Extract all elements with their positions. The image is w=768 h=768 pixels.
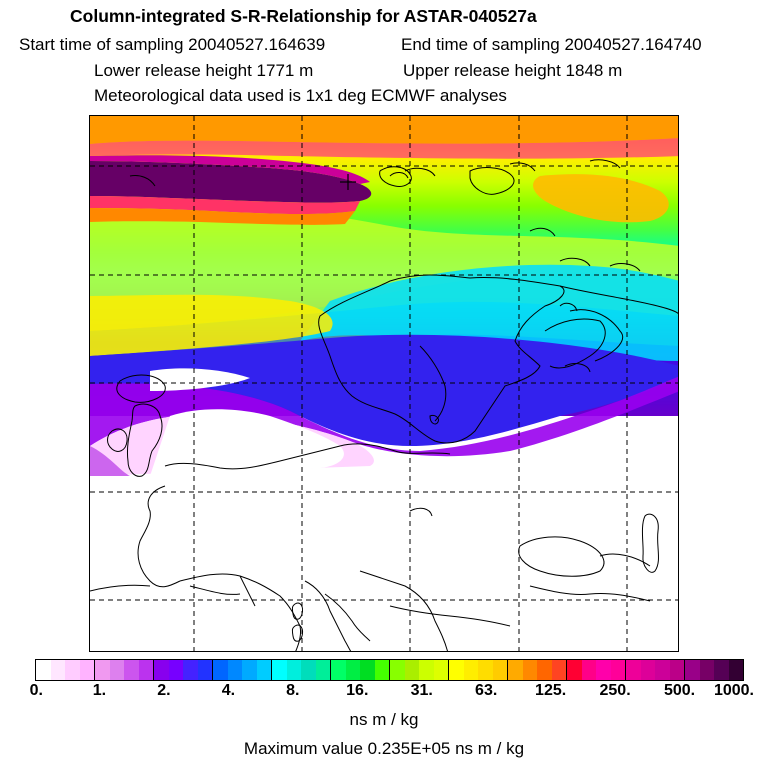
upper-release-height-label: Upper release height 1848 m — [403, 61, 623, 80]
scale-tick-label: 1000. — [713, 682, 755, 699]
color-swatch — [154, 660, 169, 680]
color-swatch — [463, 660, 478, 680]
start-time-label: Start time of sampling 20040527.164639 — [19, 35, 326, 54]
meteo-data-label: Meteorological data used is 1x1 deg ECMW… — [94, 86, 507, 105]
scale-tick-label: 16. — [346, 682, 369, 699]
color-swatch — [109, 660, 124, 680]
scale-tick-label: 500. — [663, 682, 696, 699]
page-title: Column-integrated S-R-Relationship for A… — [70, 6, 537, 26]
color-swatch — [728, 660, 743, 680]
color-swatch — [449, 660, 464, 680]
field-shading — [90, 116, 678, 651]
color-swatch — [124, 660, 139, 680]
color-swatch — [640, 660, 655, 680]
scale-tick-label: 4. — [221, 682, 236, 699]
scale-tick-label: 31. — [410, 682, 433, 699]
color-swatch — [242, 660, 257, 680]
color-swatch — [286, 660, 301, 680]
maximum-value-label: Maximum value 0.235E+05 ns m / kg — [243, 739, 525, 758]
color-swatch — [227, 660, 242, 680]
scale-tick-label: 125. — [535, 682, 567, 699]
units-label: ns m / kg — [349, 710, 419, 729]
map-canvas — [90, 116, 678, 651]
color-swatch — [567, 660, 582, 680]
color-swatch — [197, 660, 213, 680]
sensitivity-map — [89, 115, 679, 652]
color-swatch — [79, 660, 95, 680]
color-swatch — [315, 660, 331, 680]
color-swatch — [508, 660, 523, 680]
color-swatch — [390, 660, 405, 680]
color-swatch — [95, 660, 110, 680]
color-swatch — [272, 660, 287, 680]
color-swatch — [213, 660, 228, 680]
release-site-marker — [340, 174, 356, 190]
scale-tick-label: 8. — [286, 682, 300, 699]
color-swatch — [256, 660, 272, 680]
color-swatch — [655, 660, 670, 680]
color-swatch — [596, 660, 611, 680]
color-swatch — [669, 660, 685, 680]
color-swatch — [65, 660, 80, 680]
lower-release-height-label: Lower release height 1771 m — [94, 61, 314, 80]
color-swatch — [50, 660, 65, 680]
scale-tick-label: 0. — [29, 682, 44, 699]
color-swatch — [138, 660, 154, 680]
color-swatch — [433, 660, 449, 680]
scale-tick-label: 2. — [157, 682, 171, 699]
color-swatch — [168, 660, 183, 680]
color-swatch — [610, 660, 626, 680]
scale-tick-label: 1. — [92, 682, 107, 699]
color-scale-ticks: 0. 1. 2. 4. 8. 16. 31. 63. 125. 250. 500. 1000. — [0, 682, 768, 702]
color-swatch — [551, 660, 567, 680]
color-swatch — [374, 660, 390, 680]
color-swatch — [581, 660, 596, 680]
scale-tick-label: 250. — [599, 682, 631, 699]
color-swatch — [404, 660, 419, 680]
scale-tick-label: 63. — [475, 682, 498, 699]
color-swatch — [714, 660, 729, 680]
color-swatch — [492, 660, 508, 680]
color-swatch — [36, 660, 51, 680]
color-swatch — [685, 660, 700, 680]
color-swatch — [301, 660, 316, 680]
color-swatch — [626, 660, 641, 680]
color-swatch — [537, 660, 552, 680]
color-swatch — [522, 660, 537, 680]
color-swatch — [699, 660, 714, 680]
color-swatch — [183, 660, 198, 680]
color-swatch — [419, 660, 434, 680]
end-time-label: End time of sampling 20040527.164740 — [401, 35, 702, 54]
color-swatch — [360, 660, 375, 680]
color-swatch — [331, 660, 346, 680]
color-swatch — [478, 660, 493, 680]
color-swatch — [345, 660, 360, 680]
coastlines — [90, 159, 678, 651]
color-scale-bar — [35, 659, 744, 681]
